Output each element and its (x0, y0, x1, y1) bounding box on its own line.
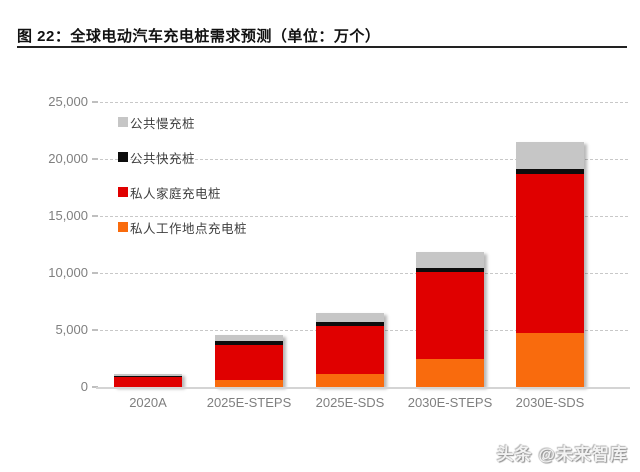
legend-label: 私人工作地点充电桩 (130, 221, 248, 236)
x-tick-label: 2030E-SDS (515, 395, 585, 410)
bar-segment (316, 312, 384, 323)
bar-2030E-STEPS (416, 251, 484, 387)
bar-segment (215, 340, 283, 345)
x-tick-label: 2025E-SDS (315, 395, 385, 410)
bar-segment (416, 272, 484, 360)
legend-item: 私人工作地点充电桩 (118, 216, 247, 238)
gridline (100, 273, 628, 274)
bar-segment (416, 359, 484, 387)
bar-segment (416, 267, 484, 273)
y-tick-label: 15,000 (48, 208, 88, 223)
bar-segment (416, 251, 484, 268)
y-tick-mark (92, 272, 98, 274)
title-underline (17, 46, 627, 48)
gridline (100, 216, 628, 217)
bar-2025E-STEPS (215, 334, 283, 387)
bar-segment (516, 173, 584, 334)
bar-segment (316, 322, 384, 327)
y-tick-label: 5,000 (55, 322, 88, 337)
bar-segment (114, 376, 182, 387)
plot-area: 25,000 20,000 15,000 10,000 5,000 0 2020A 2025E… (48, 94, 630, 410)
y-tick-label: 0 (80, 379, 88, 394)
bar-segment (316, 373, 384, 387)
legend-swatch-icon (118, 152, 128, 162)
bar-segment (215, 344, 283, 381)
x-axis-baseline (96, 387, 630, 389)
chart-legend: 公共慢充桩公共快充桩私人家庭充电桩私人工作地点充电桩 (118, 111, 247, 238)
gridline (100, 102, 628, 103)
legend-swatch-icon (118, 187, 128, 197)
bar-segment (516, 333, 584, 387)
y-tick-label: 10,000 (48, 265, 88, 280)
legend-swatch-icon (118, 222, 128, 232)
bar-segment (114, 376, 182, 377)
bar-2025E-SDS (316, 312, 384, 387)
figure-title: 图 22：全球电动汽车充电桩需求预测（单位：万个） (17, 28, 381, 45)
bar-segment (114, 374, 182, 377)
y-tick-mark (92, 158, 98, 160)
bar-segment (516, 142, 584, 169)
legend-label: 私人家庭充电桩 (130, 186, 222, 201)
legend-label: 公共快充桩 (130, 151, 196, 166)
bar-2030E-SDS (516, 142, 584, 387)
legend-swatch-icon (118, 117, 128, 127)
bar-2020A (114, 374, 182, 387)
y-tick-label: 25,000 (48, 94, 88, 109)
x-tick-label: 2020A (129, 395, 167, 410)
bar-segment (215, 380, 283, 387)
y-tick-mark (92, 386, 98, 388)
bar-segment (516, 168, 584, 174)
y-tick-mark (92, 329, 98, 331)
gridline (100, 159, 628, 160)
legend-label: 公共慢充桩 (130, 116, 196, 131)
x-tick-label: 2025E-STEPS (206, 395, 292, 410)
y-tick-mark (92, 101, 98, 103)
watermark: 头条 @未来智库 (496, 445, 628, 464)
bar-segment (316, 326, 384, 374)
legend-item: 私人家庭充电桩 (118, 181, 247, 203)
bar-segment (215, 334, 283, 341)
legend-item: 公共慢充桩 (118, 111, 247, 133)
x-tick-label: 2030E-STEPS (407, 395, 493, 410)
y-tick-mark (92, 215, 98, 217)
y-tick-label: 20,000 (48, 151, 88, 166)
legend-item: 公共快充桩 (118, 146, 247, 168)
